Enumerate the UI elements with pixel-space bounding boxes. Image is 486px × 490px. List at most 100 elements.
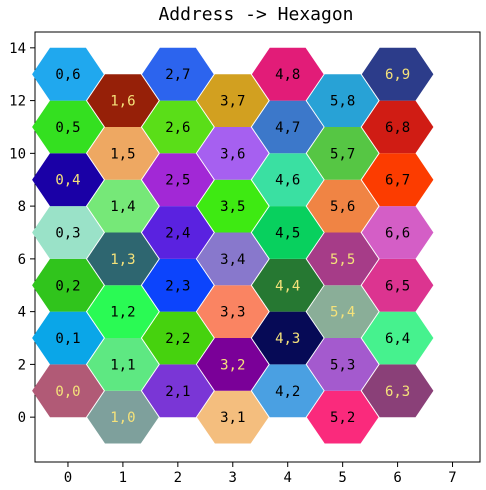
- hexagon-6-3: [361, 364, 434, 418]
- hexagon-6-6: [361, 206, 434, 259]
- hexagon-6-7: [361, 153, 434, 207]
- hexagon-5-4: [306, 285, 379, 338]
- hexagon-5-3: [306, 338, 379, 391]
- hexagon-label: 6,6: [385, 225, 410, 241]
- hexagon-0-3: [32, 206, 104, 259]
- hexagon-5-7: [306, 127, 379, 180]
- hexagon-label: 4,2: [275, 384, 300, 400]
- hexagon-label: 4,8: [275, 67, 300, 83]
- plot-area-frame: [34, 31, 481, 463]
- x-axis: 0 1 2 3 4 5 6 7: [64, 462, 457, 486]
- hexagon-6-4: [361, 311, 434, 365]
- x-tick-label: 6: [393, 470, 401, 486]
- hexagon-label: 0,0: [55, 384, 80, 400]
- hexagon-4-4: [251, 258, 324, 312]
- hexagon-2-2: [142, 311, 214, 365]
- y-tick-label: 6: [18, 252, 26, 268]
- hexagon-label: 3,7: [220, 94, 245, 110]
- x-tick-label: 1: [119, 470, 127, 486]
- hexagon-4-8: [251, 47, 324, 101]
- hexagon-label: 0,4: [55, 173, 80, 189]
- hexagon-6-8: [361, 100, 434, 154]
- hexagon-label: 6,7: [385, 173, 410, 189]
- hexagon-0-4: [32, 153, 104, 207]
- hexagon-label: 4,3: [275, 331, 300, 347]
- hexagon-3-6: [196, 127, 269, 180]
- hexagon-label: 1,2: [110, 305, 135, 321]
- hexagon-label: 2,3: [165, 278, 190, 294]
- hexagon-5-8: [306, 74, 379, 127]
- hexagon-label: 3,5: [220, 199, 245, 215]
- hexagon-label: 0,2: [55, 278, 80, 294]
- hexagon-label: 5,8: [330, 94, 355, 110]
- hexagon-label: 6,9: [385, 67, 410, 83]
- hexagon-label: 4,4: [275, 278, 300, 294]
- x-tick-label: 3: [229, 470, 237, 486]
- hexagon-4-2: [251, 364, 324, 418]
- hexagon-1-0: [87, 390, 159, 444]
- hexagon-label: 1,6: [110, 94, 135, 110]
- y-tick-label: 2: [18, 357, 26, 373]
- hexagon-4-7: [251, 100, 324, 154]
- y-tick-label: 0: [18, 410, 26, 426]
- hexagon-2-7: [142, 47, 214, 101]
- hexagon-2-6: [142, 100, 214, 154]
- hexagon-4-6: [251, 153, 324, 207]
- hexagon-1-2: [87, 285, 159, 338]
- x-tick-label: 5: [338, 470, 346, 486]
- hexagon-1-5: [87, 127, 159, 180]
- hexagon-label: 6,4: [385, 331, 410, 347]
- x-tick-label: 4: [283, 470, 291, 486]
- hexagon-label: 2,5: [165, 173, 190, 189]
- hexagon-label: 5,6: [330, 199, 355, 215]
- hexagon-label: 5,2: [330, 410, 355, 426]
- y-tick-label: 12: [9, 94, 26, 110]
- y-tick-label: 4: [18, 305, 26, 321]
- hexagon-6-9: [361, 47, 434, 101]
- hexagon-label: 3,2: [220, 357, 245, 373]
- hexagon-1-4: [87, 179, 159, 233]
- hexagon-label: 6,3: [385, 384, 410, 400]
- hexagon-label: 3,6: [220, 146, 245, 162]
- y-axis: 0 2 4 6 8 10 12 14: [9, 41, 35, 426]
- hexagon-0-6: [32, 47, 104, 101]
- x-tick-label: 2: [174, 470, 182, 486]
- y-tick-label: 10: [9, 146, 26, 162]
- y-tick-label: 14: [9, 41, 26, 57]
- x-tick-label: 0: [64, 470, 72, 486]
- hexagon-label: 6,5: [385, 278, 410, 294]
- hexagon-4-3: [251, 311, 324, 365]
- hexagon-label: 3,1: [220, 410, 245, 426]
- hexagon-3-3: [196, 285, 269, 338]
- hexagon-layer: 0,0 0,1 0,2 0,3 0,4 0,5 0,6 1,0 1,1 1,2 1,3 1,4 1,5 1…: [32, 47, 434, 444]
- hexagon-3-2: [196, 338, 269, 391]
- hexagon-label: 2,1: [165, 384, 190, 400]
- chart-title: Address -> Hexagon: [158, 4, 353, 25]
- hexagon-6-5: [361, 258, 434, 312]
- hexagon-1-6: [87, 74, 159, 127]
- hexagon-label: 2,6: [165, 120, 190, 136]
- hexagon-label: 4,5: [275, 225, 300, 241]
- hexagon-label: 3,4: [220, 252, 245, 268]
- hexagon-label: 0,1: [55, 331, 80, 347]
- hexagon-0-5: [32, 100, 104, 154]
- hexagon-3-5: [196, 179, 269, 233]
- hexagon-label: 1,4: [110, 199, 135, 215]
- hexagon-0-2: [32, 258, 104, 312]
- hexagon-3-7: [196, 74, 269, 127]
- hexagon-label: 4,7: [275, 120, 300, 136]
- hexagon-label: 5,5: [330, 252, 355, 268]
- hexagon-label: 4,6: [275, 173, 300, 189]
- hexagon-1-1: [87, 338, 159, 391]
- hexagon-5-5: [306, 232, 379, 286]
- hexagon-2-1: [142, 364, 214, 418]
- hexagon-label: 3,3: [220, 305, 245, 321]
- hexagon-3-1: [196, 390, 269, 444]
- hexagon-label: 2,4: [165, 225, 190, 241]
- y-tick-label: 8: [18, 199, 26, 215]
- hexagon-label: 5,4: [330, 305, 355, 321]
- hexagon-label: 0,3: [55, 225, 80, 241]
- hexagon-label: 1,0: [110, 410, 135, 426]
- hexagon-0-0: [32, 364, 104, 418]
